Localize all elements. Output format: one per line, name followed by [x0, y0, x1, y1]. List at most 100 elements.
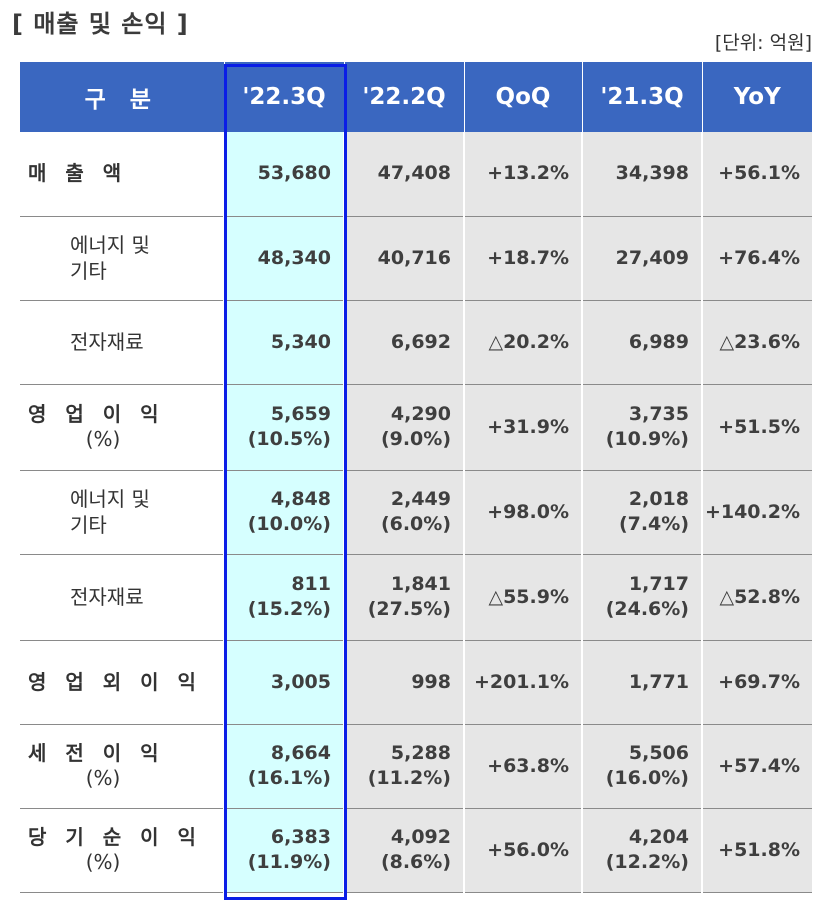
table-row: 전자재료 5,340 6,692 △20.2% 6,989 △23.6% [20, 300, 812, 385]
row-label: 당 기 순 이 익 (%) [20, 808, 224, 893]
table-cell: 998 [343, 640, 464, 725]
cell-value: △23.6% [719, 330, 800, 353]
cell-value: 2,018 [628, 488, 689, 510]
cell-value: +98.0% [487, 500, 569, 523]
table-cell: 4,204 (12.2%) [581, 808, 702, 893]
table-cell: 5,659 (10.5%) [223, 384, 344, 471]
row-label-sub: (%) [85, 766, 121, 790]
row-label: 에너지 및 기타 [20, 216, 224, 301]
cell-value: △52.8% [719, 585, 800, 608]
cell-value: +69.7% [718, 670, 800, 693]
table-cell: △55.9% [463, 554, 582, 641]
cell-value: 6,692 [390, 330, 451, 353]
row-label: 전자재료 [20, 300, 224, 385]
row-label-sub: (%) [85, 850, 121, 874]
cell-value: 4,848 [270, 488, 331, 510]
table-cell: 2,449 (6.0%) [343, 470, 464, 555]
table-cell: 8,664 (16.1%) [223, 724, 344, 809]
cell-value: 8,664 [270, 742, 331, 764]
table-cell: +69.7% [701, 640, 812, 725]
row-label: 매 출 액 [20, 132, 224, 217]
table-cell: 6,383 (11.9%) [223, 808, 344, 893]
cell-value: 40,716 [377, 246, 451, 269]
cell-value: +201.1% [473, 670, 569, 693]
table-cell: 5,506 (16.0%) [581, 724, 702, 809]
table-cell: 3,735 (10.9%) [581, 384, 702, 471]
cell-value: 2,449 [390, 488, 451, 510]
table-row: 세 전 이 익 (%) 8,664 (16.1%) 5,288 (11.2%) +63.8%… [20, 724, 812, 809]
table-cell: 4,092 (8.6%) [343, 808, 464, 893]
table-cell: △23.6% [701, 300, 812, 385]
cell-value: 998 [411, 670, 451, 693]
cell-value: +76.4% [718, 246, 800, 269]
cell-margin: (27.5%) [367, 598, 451, 620]
row-label-sub: (%) [85, 427, 121, 451]
cell-margin: (15.2%) [247, 598, 331, 620]
cell-value: 4,290 [390, 403, 451, 425]
cell-value: +56.0% [487, 838, 569, 861]
cell-value: +63.8% [487, 754, 569, 777]
cell-value: 3,735 [628, 403, 689, 425]
cell-value: 47,408 [377, 162, 451, 185]
page-title: [ 매출 및 손익 ] [12, 10, 189, 38]
table-cell: +56.0% [463, 808, 582, 893]
row-label: 영 업 외 이 익 [20, 640, 224, 725]
cell-margin: (11.2%) [367, 767, 451, 789]
table-cell: 27,409 [581, 216, 702, 301]
row-label: 영 업 이 익 (%) [20, 384, 224, 471]
table-cell: +76.4% [701, 216, 812, 301]
cell-value: +140.2% [704, 500, 800, 523]
row-label-main: 매 출 액 [28, 161, 128, 186]
cell-value: 1,771 [628, 670, 689, 693]
row-label-main: 전자재료 [70, 330, 144, 354]
cell-value: 5,506 [628, 742, 689, 764]
row-label: 에너지 및 기타 [20, 470, 224, 555]
header-21-3q: '21.3Q [581, 62, 702, 132]
table-cell: △20.2% [463, 300, 582, 385]
table-cell: 4,848 (10.0%) [223, 470, 344, 555]
row-label: 전자재료 [20, 554, 224, 641]
table-cell: 1,771 [581, 640, 702, 725]
cell-value: 5,659 [270, 403, 331, 425]
cell-margin: (16.0%) [605, 767, 689, 789]
cell-value: 34,398 [615, 162, 689, 185]
cell-margin: (12.2%) [605, 851, 689, 873]
table-cell: +51.8% [701, 808, 812, 893]
cell-margin: (16.1%) [247, 767, 331, 789]
table-cell: 34,398 [581, 132, 702, 217]
cell-margin: (6.0%) [380, 513, 451, 535]
table-cell: 1,717 (24.6%) [581, 554, 702, 641]
table-cell: +201.1% [463, 640, 582, 725]
row-label-main: 전자재료 [70, 585, 144, 609]
table-row: 영 업 이 익 (%) 5,659 (10.5%) 4,290 (9.0%) +31.9% 3… [20, 384, 812, 471]
table-cell: +98.0% [463, 470, 582, 555]
table-cell: △52.8% [701, 554, 812, 641]
cell-value: 53,680 [257, 162, 331, 185]
table-cell: 4,290 (9.0%) [343, 384, 464, 471]
table-cell: 5,340 [223, 300, 344, 385]
cell-margin: (10.9%) [605, 428, 689, 450]
row-label-main: 에너지 및 [70, 233, 150, 257]
table-cell: 47,408 [343, 132, 464, 217]
cell-value: +57.4% [718, 754, 800, 777]
cell-margin: (7.4%) [618, 513, 689, 535]
unit-label: [단위: 억원] [714, 32, 812, 54]
cell-value: 6,383 [270, 826, 331, 848]
table-cell: 40,716 [343, 216, 464, 301]
header-qoq: QoQ [463, 62, 582, 132]
row-label-main: 당 기 순 이 익 [28, 825, 202, 849]
table-cell: 6,692 [343, 300, 464, 385]
cell-value: 4,204 [628, 826, 689, 848]
table-cell: 53,680 [223, 132, 344, 217]
cell-value: 811 [291, 573, 331, 595]
table-cell: +31.9% [463, 384, 582, 471]
header-22-2q: '22.2Q [343, 62, 464, 132]
cell-value: 1,717 [628, 573, 689, 595]
cell-margin: (8.6%) [380, 851, 451, 873]
cell-value: +18.7% [487, 246, 569, 269]
row-label: 세 전 이 익 (%) [20, 724, 224, 809]
row-label-sub: 기타 [70, 513, 107, 537]
table-cell: 48,340 [223, 216, 344, 301]
table-cell: +57.4% [701, 724, 812, 809]
cell-value: 3,005 [270, 670, 331, 693]
